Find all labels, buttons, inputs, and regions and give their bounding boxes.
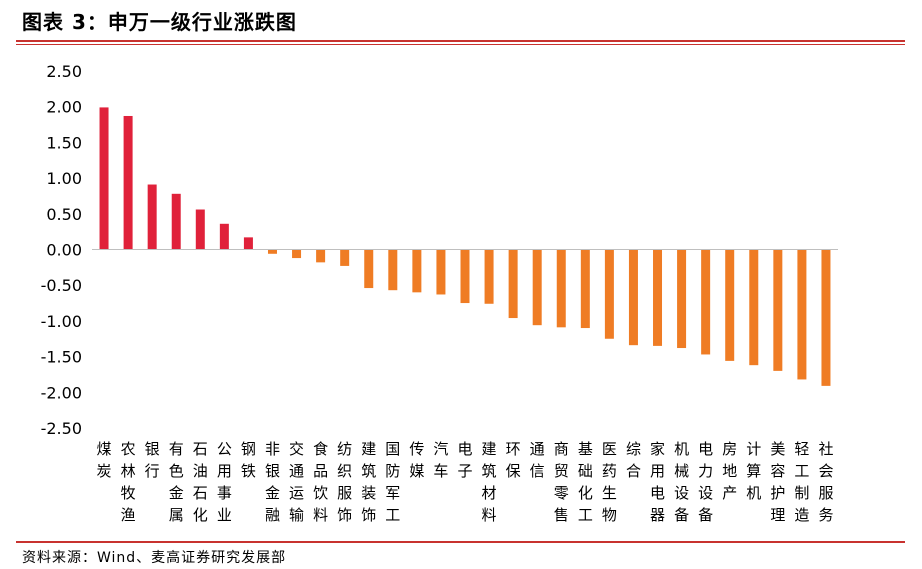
bar-20 bbox=[580, 249, 590, 329]
x-category-label: 食品饮料 bbox=[313, 440, 328, 524]
bar-2 bbox=[147, 184, 157, 250]
bar-23 bbox=[653, 249, 663, 346]
x-category-label: 社会服务 bbox=[818, 440, 833, 524]
x-category-label: 纺织服饰 bbox=[337, 440, 352, 524]
x-category-label: 石油石化 bbox=[193, 440, 208, 524]
x-category-label: 交通运输 bbox=[289, 440, 304, 524]
x-category-label: 医药生物 bbox=[602, 440, 617, 524]
bar-21 bbox=[604, 249, 614, 339]
y-tick-label: 0.50 bbox=[46, 205, 82, 224]
bar-13 bbox=[412, 249, 422, 293]
bar-9 bbox=[316, 249, 326, 263]
bar-4 bbox=[195, 209, 205, 250]
bar-1 bbox=[123, 115, 133, 250]
bar-11 bbox=[364, 249, 374, 289]
x-category-label: 房地产 bbox=[722, 440, 737, 502]
bar-5 bbox=[219, 223, 229, 250]
industry-bar-chart: 2.50 2.00 1.50 1.00 0.50 0.00 -0.50 -1.00 -1.50 -… bbox=[41, 62, 838, 524]
x-category-label: 综合 bbox=[626, 440, 641, 480]
figure-title: 图表 3：申万一级行业涨跌图 bbox=[22, 10, 297, 34]
bar-3 bbox=[171, 193, 181, 250]
x-category-label: 商贸零售 bbox=[554, 440, 569, 524]
x-category-label: 建筑材料 bbox=[482, 440, 497, 524]
x-category-label: 有色金属 bbox=[169, 440, 184, 524]
x-category-label: 家用电器 bbox=[650, 440, 665, 524]
bar-6 bbox=[243, 237, 253, 250]
x-category-label: 基础化工 bbox=[578, 440, 593, 524]
y-tick-label: 0.00 bbox=[46, 241, 82, 260]
bar-7 bbox=[267, 249, 277, 254]
x-category-label: 非银金融 bbox=[265, 440, 280, 524]
bar-14 bbox=[436, 249, 446, 295]
source-rule bbox=[16, 541, 905, 543]
x-category-label: 机械设备 bbox=[674, 440, 689, 524]
source-note: 资料来源：Wind、麦高证券研究发展部 bbox=[22, 550, 287, 566]
x-category-label: 煤炭 bbox=[97, 440, 112, 480]
y-tick-label: 1.50 bbox=[46, 133, 82, 152]
x-category-label: 银行 bbox=[145, 440, 160, 480]
y-tick-label: -0.50 bbox=[41, 276, 82, 295]
bar-29 bbox=[797, 249, 807, 380]
bar-27 bbox=[749, 249, 759, 366]
x-category-label: 传媒 bbox=[409, 440, 424, 480]
bar-18 bbox=[532, 249, 542, 326]
x-category-label: 农林牧渔 bbox=[121, 440, 136, 524]
bar-19 bbox=[556, 249, 566, 328]
y-tick-label: -2.50 bbox=[41, 419, 82, 438]
x-category-label: 建筑装饰 bbox=[361, 440, 376, 524]
x-category-label: 公用事业 bbox=[217, 440, 232, 524]
y-tick-label: -1.00 bbox=[41, 312, 82, 331]
bar-22 bbox=[628, 249, 638, 346]
x-category-label: 钢铁 bbox=[241, 440, 256, 480]
bar-17 bbox=[508, 249, 518, 319]
bar-16 bbox=[484, 249, 494, 304]
bar-28 bbox=[773, 249, 783, 371]
bar-0 bbox=[99, 107, 109, 250]
title-rule-thin bbox=[16, 44, 905, 45]
bar-10 bbox=[340, 249, 350, 266]
y-tick-label: -2.00 bbox=[41, 383, 82, 402]
x-category-label: 美容护理 bbox=[770, 440, 785, 524]
title-rule bbox=[16, 40, 905, 42]
bar-26 bbox=[725, 249, 735, 361]
x-category-label: 环保 bbox=[506, 440, 521, 480]
bar-30 bbox=[821, 249, 831, 386]
x-category-label: 电子 bbox=[457, 440, 472, 480]
bar-8 bbox=[292, 249, 302, 259]
x-category-label: 国防军工 bbox=[385, 440, 400, 524]
x-category-label: 通信 bbox=[530, 440, 545, 480]
bar-12 bbox=[388, 249, 398, 291]
x-category-label: 轻工制造 bbox=[794, 440, 809, 524]
y-tick-label: 2.00 bbox=[46, 98, 82, 117]
x-category-label: 汽车 bbox=[433, 440, 448, 480]
bar-24 bbox=[677, 249, 687, 349]
x-category-label: 计算机 bbox=[746, 440, 761, 502]
bar-15 bbox=[460, 249, 470, 304]
y-tick-label: 1.00 bbox=[46, 169, 82, 188]
y-tick-label: -1.50 bbox=[41, 348, 82, 367]
y-tick-label: 2.50 bbox=[46, 62, 82, 81]
bar-25 bbox=[701, 249, 711, 355]
x-category-label: 电力设备 bbox=[698, 440, 713, 524]
